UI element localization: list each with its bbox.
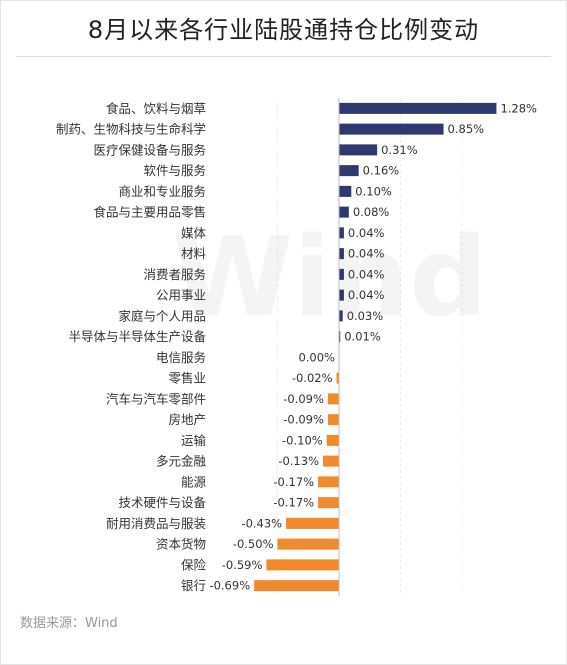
bar: [266, 559, 339, 571]
category-label: 汽车与汽车零部件: [106, 391, 206, 406]
category-label: 银行: [181, 578, 206, 593]
bar: [339, 310, 343, 322]
bar: [277, 538, 339, 550]
category-label: 技术硬件与设备: [118, 495, 206, 510]
category-label: 制药、生物科技与生命科学: [56, 122, 206, 137]
value-label: -0.10%: [282, 433, 323, 447]
bar: [323, 455, 339, 467]
value-label: 0.01%: [344, 330, 381, 344]
category-label: 医疗保健设备与服务: [93, 142, 206, 157]
category-label: 保险: [181, 557, 207, 572]
bar: [339, 227, 344, 239]
value-label: -0.17%: [273, 496, 314, 510]
bar: [339, 206, 349, 218]
value-label: 0.16%: [363, 164, 400, 178]
value-label: 0.08%: [353, 205, 390, 219]
value-label: -0.69%: [209, 579, 250, 593]
value-label: 0.03%: [347, 309, 384, 323]
category-label: 商业和专业服务: [118, 184, 206, 199]
category-labels: 食品、饮料与烟草制药、生物科技与生命科学医疗保健设备与服务软件与服务商业和专业服…: [56, 101, 207, 593]
bar: [339, 102, 497, 114]
category-label: 软件与服务: [143, 163, 206, 178]
bars: [254, 102, 497, 592]
bar: [339, 289, 344, 301]
category-label: 能源: [181, 474, 207, 489]
value-label: -0.09%: [283, 413, 324, 427]
category-label: 公用事业: [156, 288, 206, 303]
category-label: 消费者服务: [143, 267, 206, 282]
category-label: 多元金融: [156, 454, 207, 469]
value-label: 1.28%: [500, 101, 537, 115]
category-label: 食品、饮料与烟草: [106, 101, 206, 116]
bar: [336, 372, 339, 384]
value-label: 0.04%: [348, 267, 385, 281]
value-label: 0.85%: [448, 122, 485, 136]
value-label: 0.10%: [355, 184, 392, 198]
category-label: 半导体与半导体生产设备: [68, 329, 206, 344]
bar: [339, 248, 344, 260]
category-label: 食品与主要用品零售: [93, 205, 206, 220]
data-source-note: 数据来源：Wind: [20, 616, 118, 631]
value-label: 0.04%: [348, 288, 385, 302]
category-label: 家庭与个人用品: [118, 308, 206, 323]
value-label: 0.00%: [298, 350, 335, 364]
value-label: -0.17%: [273, 475, 314, 489]
value-label: -0.13%: [278, 454, 319, 468]
value-label: -0.09%: [283, 392, 324, 406]
bar: [326, 434, 339, 446]
value-label: -0.50%: [233, 537, 274, 551]
category-label: 耐用消费品与服装: [106, 516, 206, 531]
category-label: 电信服务: [156, 350, 206, 365]
category-label: 媒体: [181, 225, 207, 240]
value-label: -0.02%: [292, 371, 333, 385]
value-labels: 1.28% 0.85% 0.31% 0.16% 0.10% 0.08% 0.04% 0.04%…: [209, 101, 537, 592]
bar: [327, 393, 339, 405]
value-label: -0.43%: [241, 516, 282, 530]
value-label: 0.04%: [348, 247, 385, 261]
bar: [339, 331, 341, 343]
category-label: 资本货物: [156, 537, 206, 552]
category-label: 房地产: [168, 412, 206, 427]
category-label: 材料: [181, 246, 207, 261]
value-label: 0.04%: [348, 226, 385, 240]
watermark-logo: Wind: [172, 213, 488, 341]
chart-title: 8月以来各行业陆股通持仓比例变动: [87, 16, 480, 44]
category-label: 运输: [181, 433, 207, 448]
bar: [327, 414, 339, 426]
bar: [286, 517, 339, 529]
bar: [318, 476, 339, 488]
bar: [339, 165, 359, 177]
bar: [339, 185, 352, 197]
gridlines: [277, 98, 463, 596]
value-label: 0.31%: [381, 143, 418, 157]
bar: [339, 144, 378, 156]
value-label: -0.59%: [222, 558, 263, 572]
bar: [254, 580, 339, 592]
category-label: 零售业: [168, 371, 206, 386]
bar: [339, 268, 344, 280]
bar: [339, 123, 444, 135]
bar: [318, 497, 339, 509]
title-divider: [16, 56, 551, 57]
